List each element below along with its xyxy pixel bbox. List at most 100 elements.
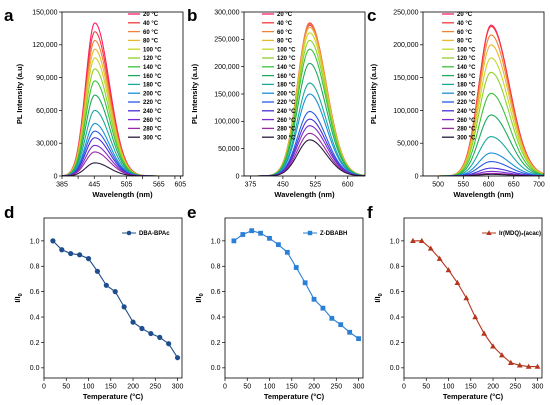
data-point bbox=[427, 245, 434, 251]
legend-label: 40 °C bbox=[457, 21, 473, 27]
x-tick-label: 300 bbox=[353, 384, 365, 391]
data-point bbox=[534, 363, 541, 369]
data-point bbox=[525, 363, 532, 369]
spectrum-line-a-5 bbox=[62, 68, 183, 176]
legend-marker bbox=[486, 230, 492, 235]
y-axis-label: PL Intensity (a.u) bbox=[190, 63, 199, 124]
data-point bbox=[94, 268, 101, 274]
data-point bbox=[240, 232, 246, 237]
data-point bbox=[249, 228, 255, 234]
x-axis-label: Temperature (°C) bbox=[443, 392, 504, 401]
y-tick-label: 0 bbox=[236, 173, 240, 180]
data-point bbox=[320, 305, 326, 311]
data-point bbox=[463, 295, 470, 301]
data-point bbox=[490, 343, 496, 349]
legend-label: Ir(MDQ)₂(acac) bbox=[499, 231, 541, 237]
x-axis-label: Wavelength (nm) bbox=[92, 190, 153, 199]
data-point bbox=[157, 334, 163, 340]
y-tick-label: 0.6 bbox=[211, 289, 221, 296]
x-tick-label: 50 bbox=[62, 384, 70, 391]
legend-label: 140 °C bbox=[277, 65, 296, 71]
panel-b: b 20 °C 40 °C 60 °C 80 °C 100 °C 120 °C 140 °C 1… bbox=[187, 6, 366, 199]
x-tick-label: 600 bbox=[483, 182, 495, 189]
legend-label: 180 °C bbox=[143, 83, 162, 89]
data-point bbox=[472, 314, 479, 320]
legend-label: 80 °C bbox=[457, 39, 473, 45]
y-tick-label: 60,000 bbox=[36, 108, 58, 115]
y-tick-label: 0.2 bbox=[30, 340, 40, 347]
data-point bbox=[284, 249, 290, 255]
y-tick-label: 50,000 bbox=[218, 146, 240, 153]
y-tick-label: 1.0 bbox=[30, 238, 40, 245]
data-point bbox=[130, 319, 136, 325]
x-axis-label: Wavelength (nm) bbox=[274, 190, 335, 199]
spectrum-line-a-4 bbox=[62, 57, 183, 176]
legend-marker bbox=[307, 230, 313, 236]
x-tick-label: 100 bbox=[443, 384, 455, 391]
y-tick-label: 100,000 bbox=[393, 108, 418, 115]
y-tick-label: 0.2 bbox=[211, 340, 221, 347]
legend-label: 240 °C bbox=[143, 109, 162, 115]
y-axis-label-sub: 0 bbox=[199, 293, 205, 296]
legend-label: 100 °C bbox=[143, 47, 162, 53]
panel-letter-e: e bbox=[187, 203, 196, 222]
y-axis-label: I/I0 bbox=[373, 293, 384, 302]
plot-area-a bbox=[62, 22, 183, 176]
x-tick-label: 250 bbox=[509, 384, 521, 391]
y-tick-label: 0.2 bbox=[390, 340, 400, 347]
x-tick-label: 50 bbox=[243, 384, 251, 391]
y-tick-label: 150,000 bbox=[393, 75, 418, 82]
legend-label: 60 °C bbox=[457, 30, 473, 36]
x-tick-label: 0 bbox=[402, 384, 406, 391]
legend-label: 40 °C bbox=[143, 21, 159, 27]
data-point bbox=[302, 280, 308, 286]
y-tick-label: 0.4 bbox=[30, 314, 40, 321]
x-axis-label: Temperature (°C) bbox=[264, 392, 325, 401]
data-point bbox=[59, 247, 65, 253]
x-tick-label: 200 bbox=[127, 384, 139, 391]
legend-label: 260 °C bbox=[457, 118, 476, 124]
legend-label: 180 °C bbox=[277, 83, 296, 89]
ratio-line-d bbox=[52, 240, 179, 358]
y-tick-label: 0 bbox=[54, 173, 58, 180]
x-tick-label: 375 bbox=[245, 182, 257, 189]
y-tick-label: 0.0 bbox=[211, 365, 221, 372]
x-tick-label: 300 bbox=[172, 384, 184, 391]
x-tick-label: 150 bbox=[105, 384, 117, 391]
y-tick-label: 0 bbox=[415, 173, 419, 180]
legend-label: 160 °C bbox=[277, 74, 296, 80]
data-point bbox=[516, 362, 523, 368]
data-point bbox=[267, 235, 272, 241]
legend-label: 20 °C bbox=[277, 12, 293, 18]
data-point bbox=[454, 279, 461, 285]
x-tick-label: 550 bbox=[457, 182, 469, 189]
data-point bbox=[436, 255, 443, 261]
y-axis-label: PL Intensity (a.u) bbox=[15, 63, 24, 124]
spectrum-line-a-10 bbox=[62, 130, 183, 176]
legend-label: 220 °C bbox=[277, 100, 296, 106]
spectrum-line-c-11 bbox=[423, 167, 544, 176]
x-tick-label: 0 bbox=[42, 384, 46, 391]
spectrum-line-a-9 bbox=[62, 123, 183, 176]
data-point bbox=[121, 304, 127, 310]
y-tick-label: 0.8 bbox=[211, 264, 221, 271]
y-axis-label: PL Intensity (a.u) bbox=[369, 63, 378, 124]
panel-e: e Z-DBABH 0 50 100 150 200 250 300 0.0 0.2 0.4 0.6 0.… bbox=[187, 203, 364, 401]
panel-letter-a: a bbox=[4, 6, 14, 25]
y-tick-label: 200,000 bbox=[214, 64, 239, 71]
data-point bbox=[410, 237, 416, 244]
data-point bbox=[338, 322, 344, 328]
plot-frame bbox=[422, 11, 545, 177]
x-tick-label: 0 bbox=[223, 384, 227, 391]
y-tick-label: 300,000 bbox=[214, 9, 239, 16]
data-point bbox=[148, 330, 154, 337]
plot-area-e bbox=[231, 228, 361, 342]
y-tick-label: 100,000 bbox=[214, 119, 239, 126]
ratio-line-f bbox=[412, 240, 538, 368]
legend-label: 200 °C bbox=[277, 91, 296, 97]
legend-label: 160 °C bbox=[457, 74, 476, 80]
legend-label: 20 °C bbox=[143, 12, 159, 18]
data-point bbox=[50, 238, 56, 244]
data-point bbox=[499, 352, 505, 358]
